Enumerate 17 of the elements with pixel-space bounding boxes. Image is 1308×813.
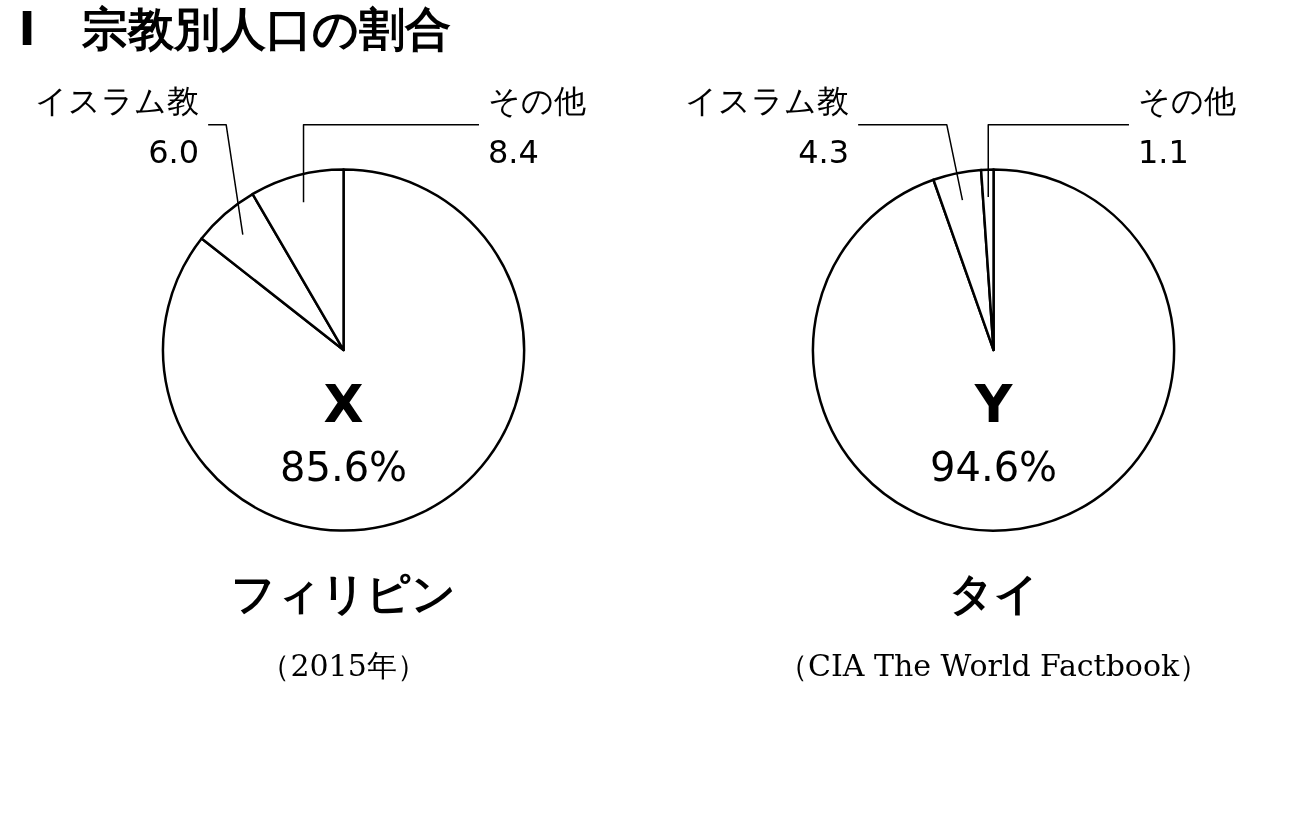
- data-label: 8.4: [488, 133, 539, 172]
- slice-label: Y: [973, 374, 1014, 435]
- data-label: 85.6%: [280, 444, 408, 491]
- slice-label: その他: [1138, 82, 1236, 121]
- text: （CIA The World Factbook）: [777, 647, 1210, 683]
- text: フィリピン: [231, 567, 457, 619]
- slice-label: X: [323, 374, 364, 435]
- slice-label: イスラム教: [35, 82, 200, 121]
- data-label: 94.6%: [930, 444, 1058, 491]
- data-label: 4.3: [798, 133, 850, 172]
- text: タイ: [948, 567, 1039, 619]
- text: （2015年）: [260, 647, 427, 683]
- slice-label: イスラム教: [685, 82, 850, 121]
- chart-title: Ⅰ 宗教別人口の割合: [18, 2, 451, 57]
- slice-label: その他: [488, 82, 586, 121]
- data-label: 6.0: [148, 133, 200, 172]
- data-label: 1.1: [1138, 133, 1189, 172]
